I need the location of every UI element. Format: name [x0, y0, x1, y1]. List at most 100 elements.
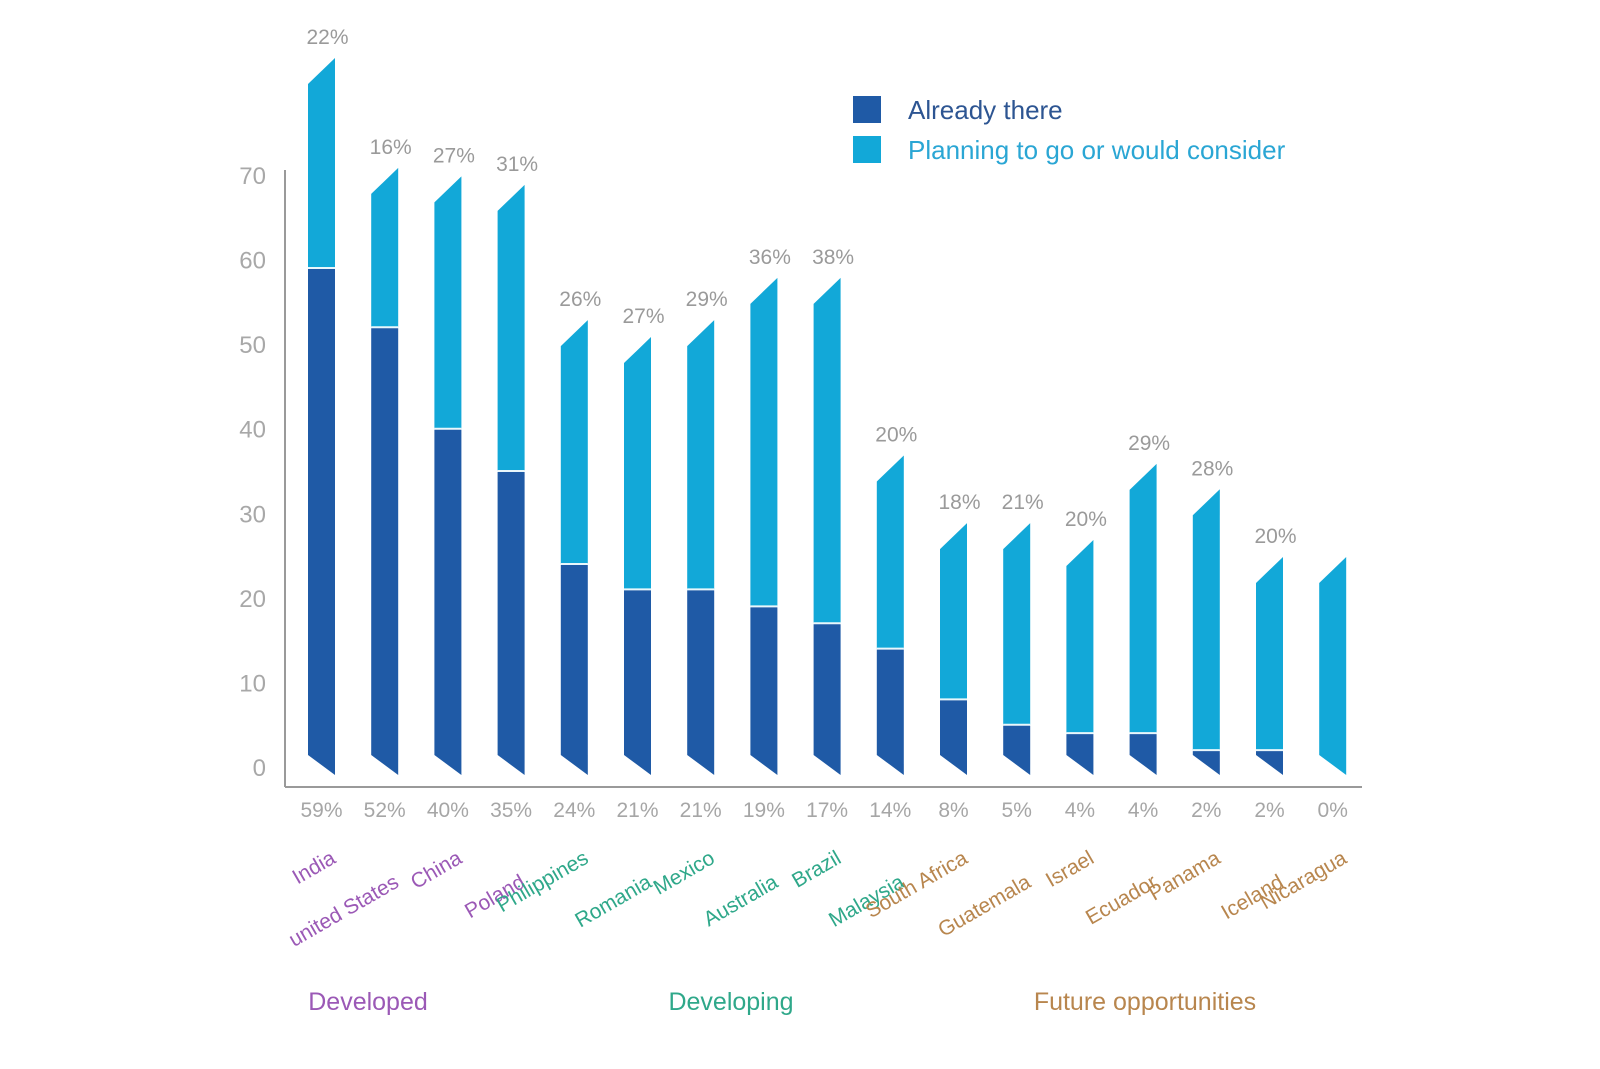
top-value-label: 20% [1065, 508, 1107, 531]
bar-group [1192, 489, 1220, 775]
bar-planning-segment [687, 320, 715, 590]
top-value-label: 26% [559, 288, 601, 311]
bar-group [750, 277, 778, 775]
bar-already-segment [813, 624, 841, 775]
bottom-value-label: 21% [680, 799, 722, 822]
bar-planning-segment [876, 455, 904, 649]
bottom-value-label: 17% [806, 799, 848, 822]
bottom-value-label: 35% [490, 799, 532, 822]
bottom-value-label: 59% [300, 799, 342, 822]
bar-group [624, 337, 651, 775]
country-label: Australia [700, 870, 783, 931]
bar-planning-segment [1129, 463, 1157, 734]
bar-planning-segment [308, 57, 335, 269]
bar-planning-segment [624, 337, 651, 590]
bar-already-segment [497, 472, 525, 775]
top-value-label: 21% [1002, 491, 1044, 514]
bar-planning-segment [560, 320, 588, 565]
y-tick-label: 40 [239, 417, 266, 444]
y-tick-label: 50 [239, 332, 266, 359]
bar-group [371, 167, 399, 775]
bar-already-segment [1129, 734, 1157, 775]
bar-group [1256, 556, 1283, 775]
y-tick-label: 10 [239, 670, 266, 697]
y-tick-label: 0 [253, 755, 266, 782]
bar-planning-segment [1256, 556, 1283, 751]
legend-label: Already there [908, 95, 1063, 125]
bar-planning-segment [1319, 556, 1347, 775]
bottom-value-label: 5% [1002, 799, 1032, 822]
country-label: Brazil [788, 846, 845, 892]
bars [308, 57, 1347, 775]
country-label: Israel [1042, 846, 1098, 892]
country-label: Mexico [650, 846, 719, 899]
bar-group [876, 455, 904, 775]
y-tick-label: 30 [239, 501, 266, 528]
bar-already-segment [750, 607, 778, 775]
bottom-value-label: 2% [1191, 799, 1221, 822]
bottom-value-label: 21% [616, 799, 658, 822]
top-value-label: 16% [370, 136, 412, 159]
bar-already-segment [687, 590, 715, 775]
bar-group [308, 57, 335, 775]
bottom-value-label: 4% [1065, 799, 1095, 822]
bottom-value-label: 40% [427, 799, 469, 822]
country-label: Guatemala [934, 870, 1035, 941]
bar-planning-segment [813, 277, 841, 624]
bar-group [687, 320, 715, 775]
top-value-label: 20% [875, 423, 917, 446]
legend-swatch [853, 96, 881, 123]
top-value-label: 29% [1128, 432, 1170, 455]
bar-planning-segment [1066, 540, 1094, 734]
top-value-label: 22% [306, 26, 348, 49]
bar-already-segment [1256, 751, 1283, 775]
bar-group [497, 184, 525, 775]
top-value-label: 27% [622, 305, 664, 328]
bar-group [1066, 540, 1094, 775]
bar-planning-segment [1003, 523, 1031, 725]
bar-already-segment [940, 700, 967, 775]
top-value-label: 18% [938, 491, 980, 514]
top-value-label: 31% [496, 153, 538, 176]
bar-group [434, 176, 462, 775]
legend-swatch [853, 136, 881, 163]
bar-group [560, 320, 588, 775]
bottom-value-label: 8% [938, 799, 968, 822]
country-label: Ecuador [1082, 870, 1161, 929]
bottom-value-label: 19% [743, 799, 785, 822]
top-labels: 22% 16% 27% 31% 26% 27% 29% 36% 38% 20% 18% 21% 20% 2… [306, 26, 1296, 548]
bar-planning-segment [434, 176, 462, 429]
country-label: Panama [1145, 846, 1225, 905]
bottom-value-label: 14% [869, 799, 911, 822]
bottom-labels: 59% 52% 40% 35% 24% 21% 21% 19% 17% 14% 8% 5% 4% 4% 2%… [300, 799, 1347, 822]
bar-planning-segment [750, 277, 778, 607]
bottom-value-label: 0% [1318, 799, 1348, 822]
y-axis: 0 10 20 30 40 50 60 70 [239, 163, 1362, 788]
bar-already-segment [1003, 725, 1031, 775]
bar-already-segment [308, 269, 335, 775]
top-value-label: 20% [1254, 525, 1296, 548]
bar-planning-segment [371, 167, 399, 328]
bar-planning-segment [497, 184, 525, 472]
y-tick-label: 20 [239, 586, 266, 613]
bar-already-segment [1066, 734, 1094, 775]
bar-already-segment [1192, 751, 1220, 775]
bar-already-segment [371, 328, 399, 775]
bar-already-segment [434, 429, 462, 775]
bottom-value-label: 2% [1254, 799, 1284, 822]
bar-group [1003, 523, 1031, 775]
country-label: Romania [571, 870, 656, 932]
top-value-label: 28% [1191, 457, 1233, 480]
bar-already-segment [624, 590, 651, 775]
top-value-label: 27% [433, 144, 475, 167]
bar-group [813, 277, 841, 775]
bottom-value-label: 4% [1128, 799, 1158, 822]
group-label: Developing [668, 988, 793, 1016]
bar-planning-segment [940, 523, 967, 700]
legend-label: Planning to go or would consider [908, 135, 1286, 165]
bottom-value-label: 52% [364, 799, 406, 822]
y-tick-label: 60 [239, 248, 266, 275]
group-label: Developed [308, 988, 428, 1016]
